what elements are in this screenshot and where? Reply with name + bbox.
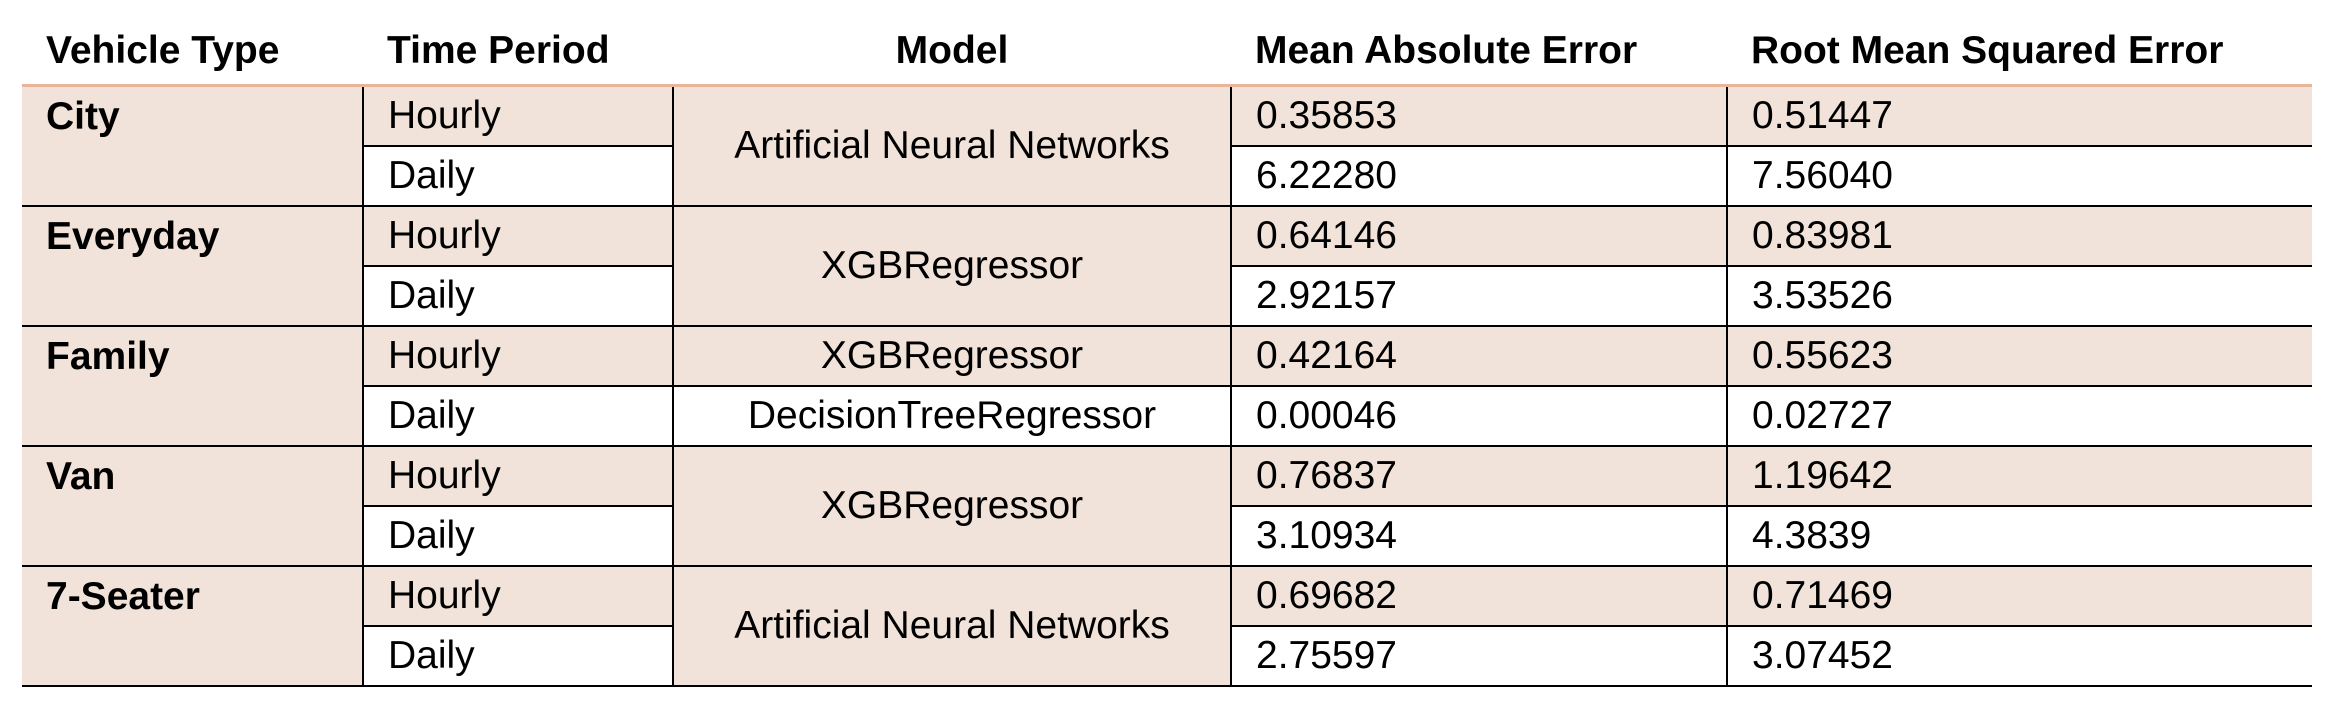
rmse-cell: 0.51447 [1726, 85, 2312, 147]
header-model: Model [673, 18, 1231, 87]
table-row: Daily 2.75597 3.07452 [22, 625, 2312, 687]
header-mae: Mean Absolute Error [1231, 18, 1727, 87]
table-row: 7-Seater Hourly Artificial Neural Networ… [22, 565, 2312, 687]
table-row: Everyday Hourly XGBRegressor 0.64146 0.8… [22, 205, 2312, 327]
vehicle-type-cell: City [22, 85, 364, 207]
rmse-cell: 1.19642 [1726, 445, 2312, 507]
rmse-cell: 7.56040 [1726, 145, 2312, 207]
model-cell: XGBRegressor [672, 325, 1232, 387]
model-cell: XGBRegressor [672, 205, 1232, 327]
table-row: Daily 3.10934 4.3839 [22, 505, 2312, 567]
mae-cell: 0.76837 [1230, 445, 1728, 507]
time-period-cell: Hourly [362, 325, 674, 387]
rmse-cell: 3.07452 [1726, 625, 2312, 687]
table-row: Daily 6.22280 7.56040 [22, 145, 2312, 207]
time-period-cell: Hourly [362, 565, 674, 627]
vehicle-type-cell: Everyday [22, 205, 364, 327]
time-period-cell: Daily [362, 505, 674, 567]
mae-cell: 3.10934 [1230, 505, 1728, 567]
mae-cell: 0.35853 [1230, 85, 1728, 147]
time-period-cell: Hourly [362, 85, 674, 147]
header-vehicle-type: Vehicle Type [22, 18, 363, 87]
rmse-cell: 0.02727 [1726, 385, 2312, 447]
time-period-cell: Daily [362, 625, 674, 687]
mae-cell: 0.69682 [1230, 565, 1728, 627]
mae-cell: 0.42164 [1230, 325, 1728, 387]
vehicle-type-cell: 7-Seater [22, 565, 364, 687]
mae-cell: 6.22280 [1230, 145, 1728, 207]
header-rmse: Root Mean Squared Error [1727, 18, 2312, 87]
time-period-cell: Hourly [362, 445, 674, 507]
vehicle-type-cell: Van [22, 445, 364, 567]
header-time-period: Time Period [363, 18, 673, 87]
time-period-cell: Hourly [362, 205, 674, 267]
table-row: Van Hourly XGBRegressor 0.76837 1.19642 [22, 445, 2312, 567]
model-cell: DecisionTreeRegressor [672, 385, 1232, 447]
model-cell: XGBRegressor [672, 445, 1232, 567]
time-period-cell: Daily [362, 265, 674, 327]
vehicle-type-cell: Family [22, 325, 364, 447]
table-row: Daily DecisionTreeRegressor 0.00046 0.02… [22, 385, 2312, 447]
header-row: Vehicle Type Time Period Model Mean Abso… [22, 18, 2312, 87]
results-table: Vehicle Type Time Period Model Mean Abso… [22, 18, 2312, 687]
time-period-cell: Daily [362, 385, 674, 447]
rmse-cell: 0.55623 [1726, 325, 2312, 387]
mae-cell: 0.64146 [1230, 205, 1728, 267]
table-row: Family Hourly XGBRegressor 0.42164 0.556… [22, 325, 2312, 447]
rmse-cell: 0.71469 [1726, 565, 2312, 627]
model-cell: Artificial Neural Networks [672, 85, 1232, 207]
mae-cell: 2.75597 [1230, 625, 1728, 687]
mae-cell: 2.92157 [1230, 265, 1728, 327]
mae-cell: 0.00046 [1230, 385, 1728, 447]
rmse-cell: 3.53526 [1726, 265, 2312, 327]
table-row: City Hourly Artificial Neural Networks 0… [22, 85, 2312, 207]
rmse-cell: 4.3839 [1726, 505, 2312, 567]
table-row: Daily 2.92157 3.53526 [22, 265, 2312, 327]
rmse-cell: 0.83981 [1726, 205, 2312, 267]
model-cell: Artificial Neural Networks [672, 565, 1232, 687]
time-period-cell: Daily [362, 145, 674, 207]
